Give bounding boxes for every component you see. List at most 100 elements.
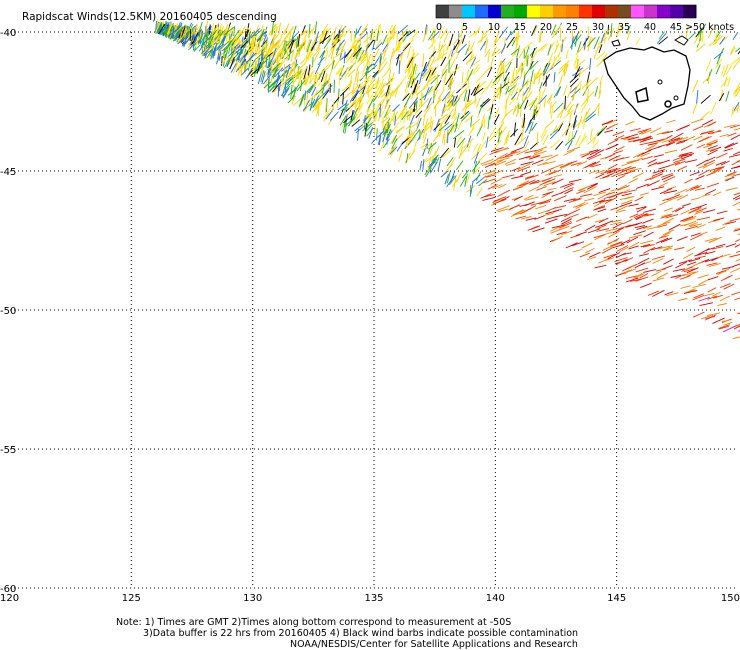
wind-barb — [571, 29, 574, 42]
wind-barbs — [154, 19, 740, 339]
lon-tick-label: 140 — [486, 593, 505, 604]
wind-barb — [574, 66, 581, 79]
wind-barb — [426, 138, 429, 149]
wind-barb — [475, 75, 483, 84]
wind-barb — [564, 135, 576, 146]
wind-barb — [205, 20, 208, 35]
wind-barb — [272, 47, 277, 57]
wind-barb — [520, 207, 532, 215]
wind-barb — [556, 109, 564, 118]
wind-barb — [165, 26, 170, 38]
wind-barb — [347, 68, 356, 78]
wind-barb — [529, 97, 538, 111]
wind-barb — [597, 192, 611, 200]
wind-barb — [538, 94, 547, 105]
wind-barb — [288, 49, 292, 61]
wind-barb — [702, 162, 715, 169]
wind-barb — [290, 48, 295, 62]
wind-barb — [604, 168, 618, 173]
wind-barb — [210, 46, 217, 60]
wind-barb — [437, 158, 442, 171]
wind-barb — [230, 63, 237, 73]
wind-barb — [422, 159, 425, 170]
wind-barb — [285, 27, 294, 39]
wind-barb — [573, 34, 582, 45]
wind-barb — [665, 213, 679, 219]
wind-barb — [365, 63, 375, 70]
wind-barb — [651, 138, 665, 144]
wind-barb — [578, 135, 587, 147]
wind-barb — [177, 35, 189, 45]
wind-barb — [723, 325, 737, 333]
wind-barb — [207, 31, 213, 45]
wind-barb — [411, 85, 421, 97]
wind-barb — [420, 141, 429, 149]
wind-barb — [428, 39, 437, 50]
wind-barb — [391, 134, 398, 144]
wind-barb — [579, 83, 582, 94]
wind-barb — [587, 27, 590, 38]
wind-barb — [334, 34, 344, 42]
colorbar-label: 30 — [592, 22, 604, 33]
wind-barb — [352, 83, 355, 94]
wind-barb — [486, 174, 496, 178]
wind-barb — [247, 57, 252, 71]
wind-barb — [705, 148, 716, 152]
wind-barb — [522, 118, 526, 128]
wind-barb — [493, 169, 504, 175]
wind-barb — [357, 128, 359, 141]
colorbar-swatch — [657, 5, 671, 18]
wind-barb — [593, 191, 607, 197]
wind-barb — [734, 197, 740, 201]
wind-barb — [610, 241, 622, 247]
wind-barb — [293, 96, 304, 106]
wind-barb — [731, 165, 740, 169]
wind-barb — [565, 242, 578, 249]
colorbar-outline — [435, 4, 697, 19]
wind-barb — [693, 293, 704, 299]
wind-barb — [611, 154, 621, 160]
wind-barb — [662, 217, 674, 225]
wind-barb — [288, 73, 300, 83]
wind-barb — [307, 64, 311, 76]
wind-barb — [666, 292, 679, 297]
wind-barb — [198, 40, 207, 52]
wind-barb — [482, 131, 486, 141]
wind-barb — [402, 30, 411, 43]
wind-barb — [547, 44, 552, 56]
wind-barb — [373, 106, 379, 117]
wind-barb — [401, 111, 409, 121]
wind-barb — [391, 138, 398, 150]
wind-barb — [635, 267, 649, 273]
wind-barb — [321, 23, 329, 36]
wind-barb — [257, 71, 263, 85]
wind-barb — [480, 158, 494, 165]
wind-barb — [497, 121, 505, 134]
wind-barb — [634, 262, 646, 269]
wind-barb — [564, 95, 566, 110]
wind-barb — [377, 131, 382, 145]
wind-barb — [446, 175, 455, 188]
wind-barb — [733, 325, 740, 330]
wind-barb — [308, 81, 317, 94]
wind-barb — [496, 67, 504, 78]
wind-barb — [233, 40, 242, 52]
wind-barb — [539, 88, 541, 102]
wind-barb — [703, 209, 716, 214]
wind-barb — [259, 58, 269, 68]
wind-barb — [568, 208, 581, 215]
wind-barb — [312, 34, 318, 44]
wind-barb — [554, 213, 568, 218]
wind-barb — [503, 37, 506, 47]
wind-barb — [660, 237, 673, 243]
colorbar-swatch — [618, 5, 632, 18]
wind-barb — [438, 40, 441, 51]
wind-barb — [626, 236, 639, 244]
wind-barb — [501, 113, 507, 124]
wind-barb — [498, 88, 503, 100]
wind-barb — [483, 26, 493, 35]
wind-barb — [525, 196, 539, 201]
wind-barb — [708, 38, 718, 47]
lat-tick-label: -45 — [0, 167, 16, 178]
wind-barb — [403, 89, 409, 99]
